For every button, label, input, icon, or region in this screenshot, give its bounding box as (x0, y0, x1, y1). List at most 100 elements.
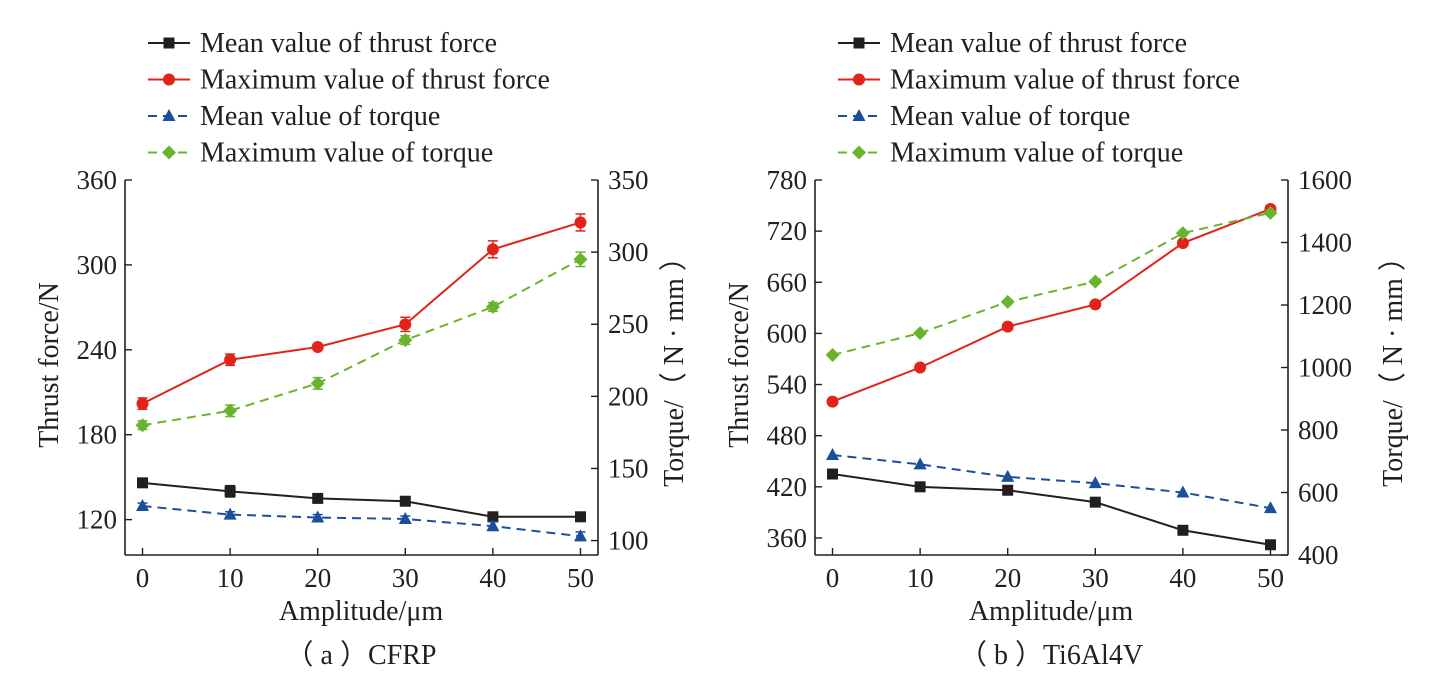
y-tick-label: 600 (767, 318, 808, 348)
legend-label: Maximum value of torque (200, 138, 493, 169)
data-point (1264, 539, 1276, 551)
legend: Mean value of thrust force Maximum value … (838, 28, 1240, 169)
y2-tick-label: 1400 (1298, 228, 1352, 258)
panel-a-cfrp: Thrust force/N Torque/（ N · mm ） Amplitu… (34, 28, 690, 671)
data-point (1001, 469, 1015, 482)
panel-b-ti6al4v: Thrust force/N Torque/（ N · mm ） Amplitu… (724, 28, 1409, 671)
y-tick-label: 120 (77, 505, 118, 535)
legend-label: Maximum value of torque (890, 138, 1183, 169)
series-line (832, 211, 1271, 356)
x-tick-label: 0 (136, 563, 150, 593)
series-line (142, 481, 581, 518)
y2-tick-label: 1000 (1298, 353, 1352, 383)
legend-marker (853, 73, 865, 86)
y2-tick-label: 350 (608, 165, 649, 195)
x-tick-label: 50 (567, 563, 594, 593)
legend-marker (163, 73, 175, 86)
data-point (487, 511, 499, 523)
x-tick-label: 40 (479, 563, 506, 593)
y2-tick-label: 1200 (1298, 290, 1352, 320)
y-tick-label: 660 (767, 267, 808, 297)
data-point (825, 348, 840, 362)
data-point (1001, 320, 1014, 333)
x-tick-label: 50 (1257, 563, 1284, 593)
data-point (1088, 274, 1103, 289)
data-point (223, 403, 238, 418)
data-point (310, 376, 325, 391)
data-point (136, 498, 150, 511)
data-point (574, 511, 586, 523)
y-tick-label: 360 (77, 165, 118, 195)
data-point (137, 477, 149, 489)
data-point (224, 485, 236, 497)
data-point (223, 507, 237, 520)
data-point (1088, 476, 1102, 489)
legend-marker (852, 145, 866, 160)
data-point (311, 340, 324, 353)
x-tick-label: 30 (392, 563, 419, 593)
y2-tick-label: 200 (608, 381, 649, 411)
data-point (312, 492, 324, 504)
y2-tick-label: 150 (608, 453, 649, 483)
legend-label: Mean value of thrust force (890, 28, 1187, 59)
y2-tick-label: 1600 (1298, 165, 1352, 195)
data-point (1089, 298, 1102, 311)
data-point (1177, 524, 1189, 536)
data-point (913, 326, 928, 341)
legend-label: Maximum value of thrust force (890, 65, 1240, 96)
data-point (135, 418, 150, 433)
legend-label: Mean value of torque (200, 101, 440, 132)
y2-tick-label: 600 (1298, 478, 1339, 508)
data-point (486, 519, 500, 532)
series-circle (826, 202, 1277, 408)
data-point (826, 395, 839, 408)
data-point (1176, 485, 1190, 498)
y-tick-label: 480 (767, 421, 808, 451)
data-point (398, 333, 413, 348)
y2-axis-title: Torque/（ N · mm ） (658, 243, 690, 487)
series-line (142, 258, 581, 427)
y2-axis-title: Torque/（ N · mm ） (1377, 243, 1409, 487)
series-diamond (135, 251, 588, 433)
y2-tick-label: 250 (608, 309, 649, 339)
series-circle (136, 213, 587, 410)
y2-tick-label: 400 (1298, 540, 1339, 570)
data-point (398, 511, 412, 524)
series-square (137, 477, 586, 523)
data-point (914, 361, 927, 374)
data-point (1089, 496, 1101, 508)
series-line (832, 208, 1271, 403)
data-point (399, 318, 412, 331)
data-point (485, 299, 500, 314)
y2-tick-label: 300 (608, 237, 649, 267)
y2-tick-label: 800 (1298, 415, 1339, 445)
legend-marker (162, 145, 176, 160)
x-tick-label: 20 (994, 563, 1021, 593)
y-axis-title: Thrust force/N (34, 282, 65, 448)
series-line (142, 504, 581, 538)
data-point (1002, 484, 1014, 496)
legend: Mean value of thrust force Maximum value … (148, 28, 550, 169)
x-tick-label: 10 (907, 563, 934, 593)
series-line (832, 454, 1271, 510)
series-diamond (825, 205, 1278, 362)
data-point (913, 457, 927, 470)
series-line (142, 221, 581, 405)
y-tick-label: 420 (767, 472, 808, 502)
y-axis-title: Thrust force/N (724, 282, 755, 448)
y-tick-label: 300 (77, 250, 118, 280)
data-point (827, 468, 839, 480)
y-tick-label: 540 (767, 370, 808, 400)
data-point (1263, 501, 1277, 514)
y2-tick-label: 100 (608, 526, 649, 556)
data-point (136, 397, 149, 410)
y-tick-label: 720 (767, 216, 808, 246)
x-tick-label: 0 (826, 563, 840, 593)
y-tick-label: 240 (77, 335, 118, 365)
series-square (827, 468, 1276, 551)
data-point (1176, 237, 1189, 250)
data-point (573, 252, 588, 267)
legend-marker (853, 37, 865, 49)
legend-marker (163, 37, 175, 49)
